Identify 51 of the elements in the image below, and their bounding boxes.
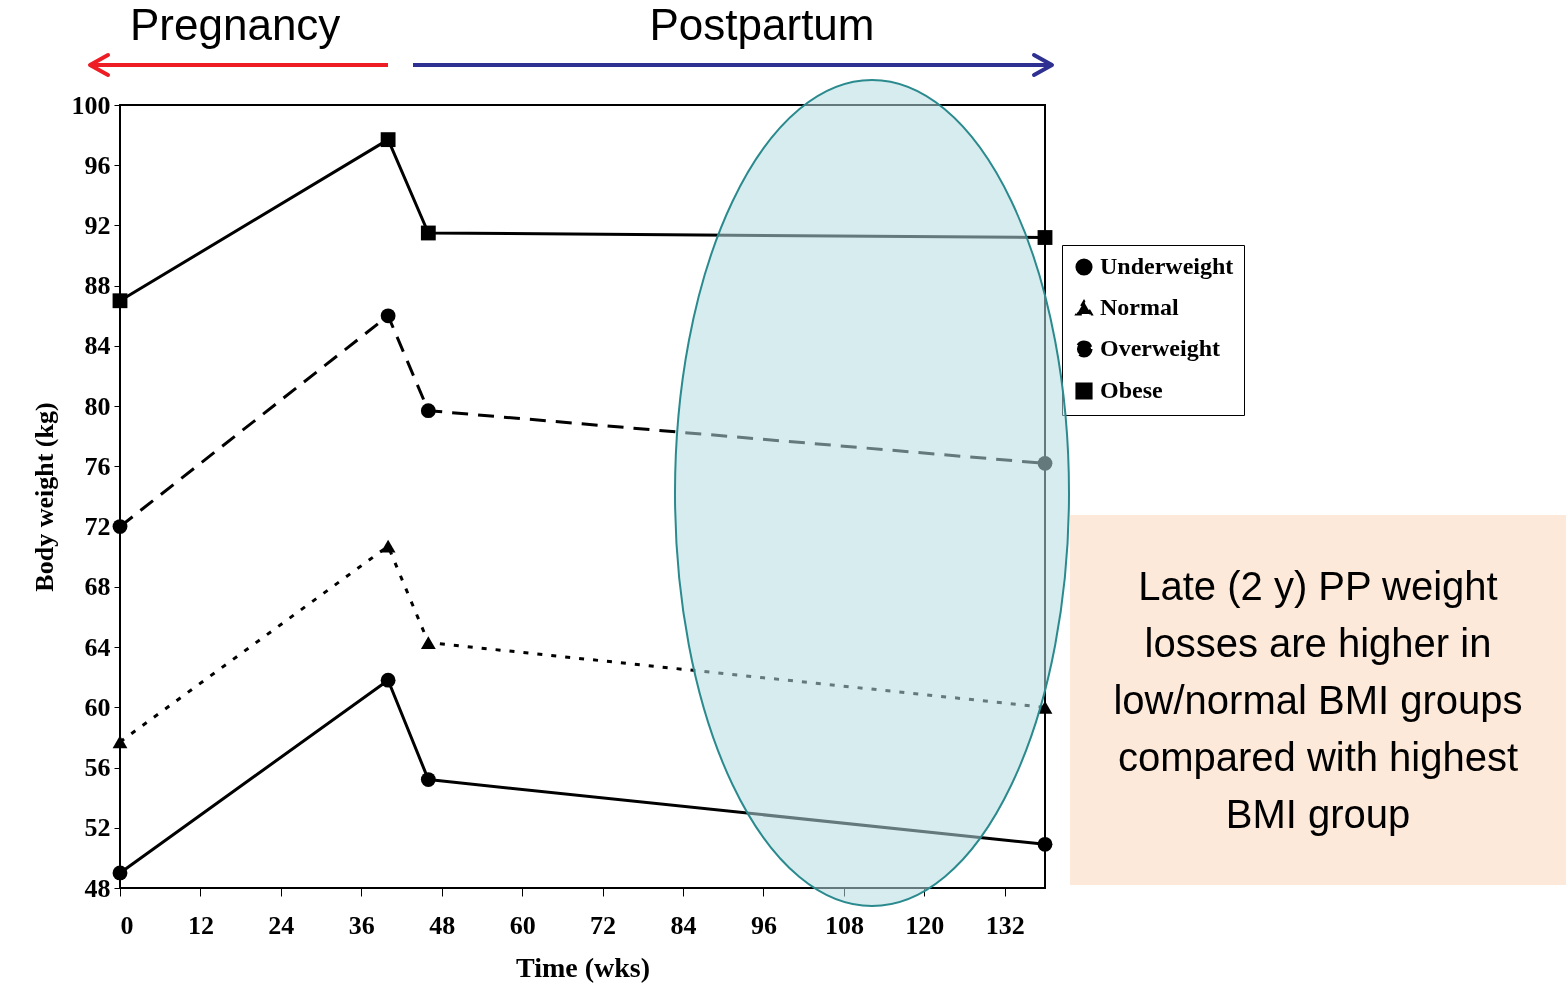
point [380, 132, 396, 148]
y-tick-label: 60 [84, 692, 111, 722]
point [420, 772, 436, 787]
point [420, 403, 436, 419]
point [380, 539, 396, 553]
y-tick-label: 100 [71, 90, 111, 120]
x-tick-label: 120 [905, 910, 945, 940]
x-tick-label: 132 [985, 910, 1025, 940]
point [112, 865, 128, 881]
point [1037, 700, 1053, 714]
point [420, 225, 436, 241]
x-tick-label: 72 [590, 910, 617, 940]
x-tick-label: 24 [268, 910, 295, 940]
y-tick-label: 56 [84, 753, 111, 783]
point [1037, 455, 1053, 471]
point [1037, 230, 1053, 245]
x-tick-label: 0 [120, 910, 134, 940]
x-tick-label: 60 [509, 910, 536, 940]
point [380, 672, 396, 688]
text: Pregnancy [130, 0, 341, 50]
x-tick-label: 12 [187, 910, 214, 940]
point [380, 308, 396, 324]
x-tick-label: 48 [429, 910, 456, 940]
legend-label: Normal [1100, 294, 1179, 320]
point [112, 735, 128, 749]
point [112, 519, 128, 535]
x-tick-label: 84 [670, 910, 697, 940]
y-tick-label: 84 [84, 331, 111, 361]
y-tick-label: 76 [84, 451, 111, 481]
y-tick-label: 68 [84, 572, 111, 602]
x-tick-label: 96 [750, 910, 777, 940]
y-tick-label: 96 [84, 150, 111, 180]
text: Postpartum [649, 0, 875, 50]
point [420, 636, 436, 649]
y-tick-label: 52 [84, 813, 111, 843]
y-tick-label: 92 [84, 210, 111, 240]
legend-label: Obese [1100, 377, 1164, 403]
x-axis-title: Time (wks) [515, 951, 651, 983]
x-tick-label: 108 [824, 910, 864, 940]
y-tick-label: 80 [84, 391, 111, 421]
y-tick-label: 48 [84, 873, 111, 903]
legend-label: Overweight [1100, 335, 1220, 361]
point [1037, 836, 1053, 852]
legend-label: Underweight [1100, 253, 1234, 279]
x-tick-label: 36 [348, 910, 375, 940]
text: Late (2 y) PP weight losses are higher in low/normal BMI groups compared with highest BMI group [1070, 515, 1566, 885]
y-tick-label: 72 [84, 512, 111, 542]
y-tick-label: 64 [84, 632, 111, 662]
y-tick-label: 88 [84, 271, 111, 301]
point [112, 293, 128, 309]
y-axis-title: Body weight (kg) [29, 402, 59, 592]
